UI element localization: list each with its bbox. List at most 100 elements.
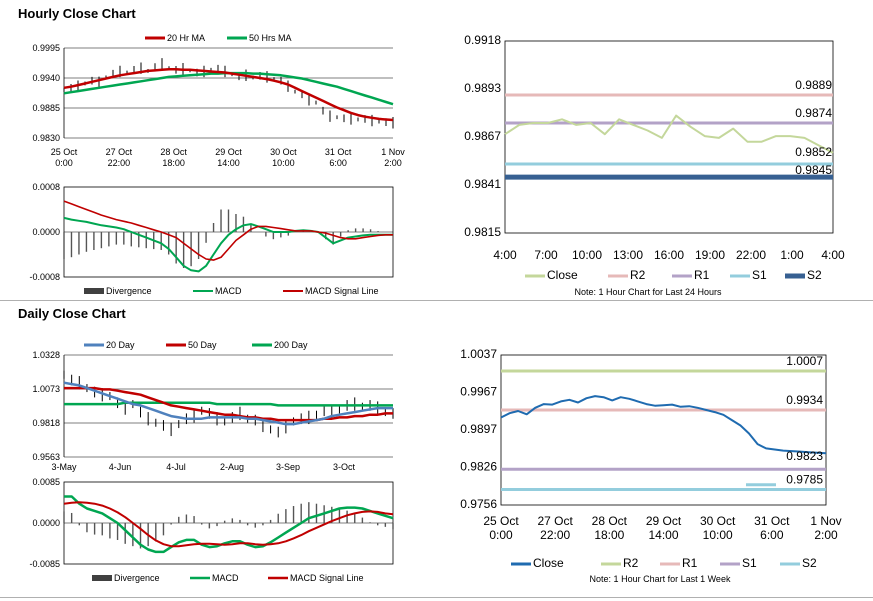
daily-50-day-line	[64, 386, 393, 422]
hourly-50hr-ma-legend-label: 50 Hrs MA	[249, 33, 292, 43]
daily-200-day-line	[64, 401, 393, 407]
daily-macd-legend-label: MACD	[212, 573, 239, 583]
daily-levels-x-tick-label: 10:00	[703, 528, 733, 542]
daily-levels-r2-legend-label: R2	[623, 556, 639, 570]
hourly-levels-r1-label: 0.9874	[795, 106, 832, 120]
daily-price-x-tick-label: 2-Aug	[220, 462, 244, 472]
daily-200-day-legend-label: 200 Day	[274, 340, 308, 350]
hourly-price-x-tick-label: 2:00	[384, 158, 402, 168]
daily-50-day-legend-label: 50 Day	[188, 340, 217, 350]
daily-price-tick-label: 0.9818	[32, 418, 60, 428]
hourly-levels-x-tick-label: 7:00	[534, 248, 558, 262]
hourly-levels-tick-label: 0.9893	[464, 81, 501, 95]
daily-levels-tick-label: 0.9967	[460, 385, 497, 399]
hourly-price-tick-label: 0.9940	[32, 73, 60, 83]
hourly-price-x-tick-label: 14:00	[217, 158, 240, 168]
hourly-levels-tick-label: 0.9867	[464, 129, 501, 143]
hourly-price-x-tick-label: 25 Oct	[51, 147, 78, 157]
daily-levels-tick-label: 1.0037	[460, 347, 497, 361]
hourly-20hr-ma-line	[63, 68, 394, 122]
hourly-levels-close-line	[504, 114, 834, 154]
daily-price-x-tick-label: 3-Sep	[276, 462, 300, 472]
hourly-levels-tick-label: 0.9815	[464, 225, 501, 239]
hourly-divergence-legend-label: Divergence	[106, 286, 152, 296]
hourly-macd-tick-label: 0.0000	[32, 227, 60, 237]
hourly-20hr-ma-legend-label: 20 Hr MA	[167, 33, 205, 43]
hourly-levels-s2-label: 0.9845	[795, 163, 832, 177]
hourly-price-x-tick-label: 30 Oct	[270, 147, 297, 157]
hourly-price-x-tick-label: 27 Oct	[106, 147, 133, 157]
daily-levels-x-tick-label: 22:00	[540, 528, 570, 542]
hourly-levels-s1-legend-label: S1	[752, 268, 767, 282]
daily-divergence-legend-swatch	[92, 575, 112, 581]
daily-levels-x-tick-label: 25 Oct	[483, 514, 519, 528]
hourly-levels-s1-label: 0.9852	[795, 145, 832, 159]
hourly-price-x-tick-label: 29 Oct	[215, 147, 242, 157]
daily-levels-x-tick-label: 31 Oct	[754, 514, 790, 528]
daily-levels-tick-label: 0.9826	[460, 460, 497, 474]
hourly-levels-x-tick-label: 1:00	[780, 248, 804, 262]
hourly-levels-x-tick-label: 4:00	[821, 248, 845, 262]
daily-price-x-tick-label: 4-Jul	[166, 462, 186, 472]
daily-levels-s1-label: 0.9823	[786, 449, 823, 463]
daily-levels-frame	[500, 354, 827, 506]
hourly-levels-r2-label: 0.9889	[795, 78, 832, 92]
hourly-levels-frame	[504, 40, 834, 234]
hourly-levels-s2-legend-label: S2	[807, 268, 822, 282]
hourly-levels-x-tick-label: 13:00	[613, 248, 643, 262]
hourly-price-x-tick-label: 1 Nov	[381, 147, 405, 157]
daily-price-x-tick-label: 4-Jun	[109, 462, 132, 472]
daily-price-x-tick-label: 3-May	[51, 462, 77, 472]
daily-price-x-tick-label: 3-Oct	[333, 462, 356, 472]
daily-levels-x-tick-label: 2:00	[814, 528, 838, 542]
hourly-price-tick-label: 0.9830	[32, 133, 60, 143]
daily-levels-x-tick-label: 0:00	[489, 528, 513, 542]
daily-levels-x-tick-label: 29 Oct	[646, 514, 682, 528]
daily-levels-s2-legend-label: S2	[802, 556, 817, 570]
daily-divergence-legend-label: Divergence	[114, 573, 160, 583]
daily-levels-x-tick-label: 1 Nov	[810, 514, 841, 528]
daily-macd-signal-legend-label: MACD Signal Line	[290, 573, 364, 583]
daily-levels-x-tick-label: 6:00	[760, 528, 784, 542]
hourly-section-title: Hourly Close Chart	[18, 6, 136, 21]
daily-macd-tick-label: 0.0085	[32, 477, 60, 487]
daily-price-tick-label: 1.0328	[32, 350, 60, 360]
daily-levels-close-line	[500, 395, 827, 455]
daily-macd-line	[64, 495, 394, 554]
daily-levels-x-tick-label: 27 Oct	[537, 514, 573, 528]
hourly-levels-x-tick-label: 22:00	[736, 248, 766, 262]
daily-section-title: Daily Close Chart	[18, 306, 126, 321]
section-divider	[0, 300, 873, 301]
daily-20-day-line	[63, 381, 393, 426]
hourly-price-x-tick-label: 31 Oct	[325, 147, 352, 157]
hourly-price-tick-label: 0.9995	[32, 43, 60, 53]
daily-levels-note: Note: 1 Hour Chart for Last 1 Week	[590, 574, 731, 584]
daily-macd-signal-line	[63, 501, 394, 548]
hourly-macd-signal-line	[63, 200, 393, 261]
hourly-price-tick-label: 0.9885	[32, 103, 60, 113]
hourly-price-x-tick-label: 28 Oct	[160, 147, 187, 157]
hourly-macd-signal-legend-label: MACD Signal Line	[305, 286, 379, 296]
daily-levels-x-tick-label: 30 Oct	[700, 514, 736, 528]
hourly-price-x-tick-label: 22:00	[108, 158, 131, 168]
daily-levels-x-tick-label: 14:00	[648, 528, 678, 542]
hourly-divergence-legend-swatch	[84, 288, 104, 294]
hourly-price-x-tick-label: 10:00	[272, 158, 295, 168]
hourly-levels-r1-legend-label: R1	[694, 268, 710, 282]
hourly-levels-x-tick-label: 16:00	[654, 248, 684, 262]
hourly-price-x-tick-label: 0:00	[55, 158, 73, 168]
hourly-levels-x-tick-label: 10:00	[572, 248, 602, 262]
hourly-levels-x-tick-label: 19:00	[695, 248, 725, 262]
hourly-price-x-tick-label: 6:00	[329, 158, 347, 168]
daily-levels-s2-label: 0.9785	[786, 473, 823, 487]
bottom-divider	[0, 597, 873, 598]
daily-levels-close-legend-label: Close	[533, 556, 564, 570]
hourly-levels-tick-label: 0.9918	[464, 33, 501, 47]
hourly-levels-close-legend-label: Close	[547, 268, 578, 282]
daily-macd-tick-label: -0.0085	[29, 559, 60, 569]
hourly-levels-r2-legend-label: R2	[630, 268, 646, 282]
daily-macd-tick-label: 0.0000	[32, 518, 60, 528]
hourly-macd-legend-label: MACD	[215, 286, 242, 296]
daily-price-tick-label: 0.9563	[32, 452, 60, 462]
